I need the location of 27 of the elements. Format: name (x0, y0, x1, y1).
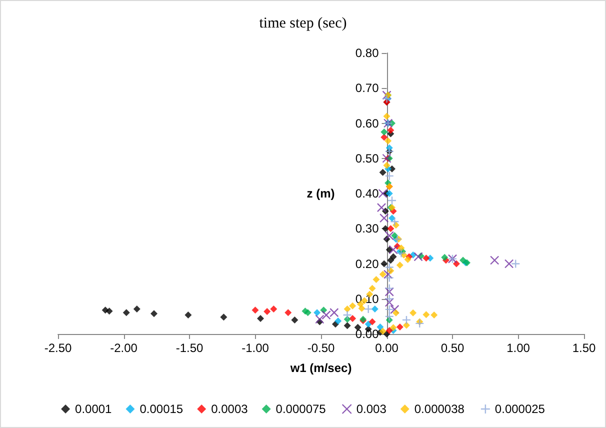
x-tick-label: 1.00 (506, 341, 530, 355)
x-tick-label: -2.00 (110, 341, 138, 355)
x-tick-label: -1.50 (176, 341, 204, 355)
legend-label: 0.00015 (140, 402, 184, 416)
x-tick-label: -0.50 (307, 341, 335, 355)
x-tick-label: -2.50 (44, 341, 72, 355)
y-tick-label: 0.80 (355, 46, 380, 60)
x-axis-title: w1 (m/sec) (289, 361, 352, 375)
legend-label: 0.000038 (414, 402, 465, 416)
x-tick-label: -1.00 (242, 341, 270, 355)
x-tick-label: 1.50 (572, 341, 596, 355)
y-axis-title: z (m) (306, 186, 335, 200)
legend-label: 0.003 (356, 402, 387, 416)
y-tick-label: 0.50 (355, 151, 380, 166)
y-tick-label: 0.60 (355, 116, 380, 130)
x-tick-label: 0.00 (375, 341, 399, 355)
legend-label: 0.0001 (75, 402, 112, 416)
y-tick-label: 0.20 (355, 256, 380, 271)
x-tick-label: 0.50 (440, 341, 464, 355)
y-tick-label: 0.30 (355, 222, 380, 236)
legend-label: 0.000025 (494, 402, 546, 416)
y-tick-label: 0.70 (355, 81, 380, 96)
y-tick-label: 0.40 (355, 186, 380, 200)
y-tick-label: 0.00 (355, 327, 380, 341)
chart-title: time step (sec) (259, 16, 347, 32)
legend-label: 0.000075 (276, 402, 326, 416)
legend-label: 0.0003 (211, 402, 248, 416)
